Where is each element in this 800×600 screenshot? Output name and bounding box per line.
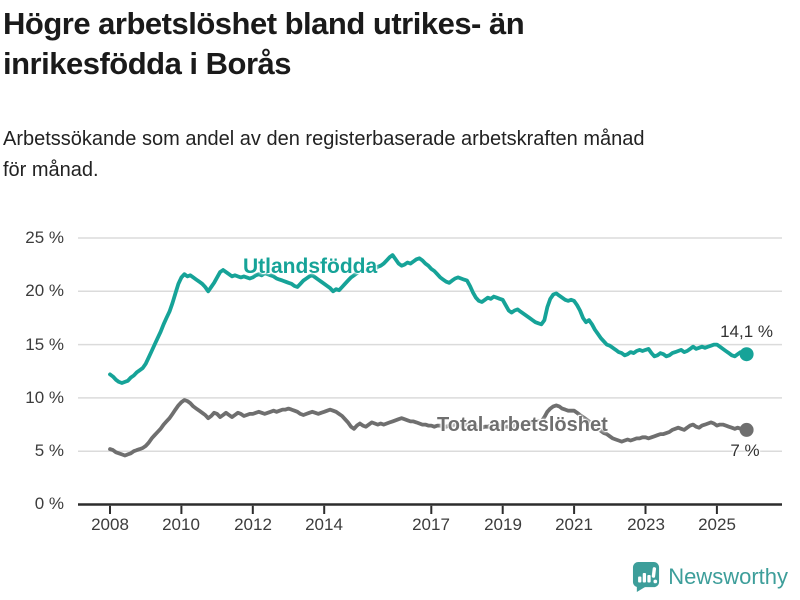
x-axis-label: 2021	[555, 515, 593, 534]
page-title-line-1: Högre arbetslöshet bland utrikes- än	[3, 6, 525, 41]
end-value-label-total: 7 %	[730, 441, 760, 460]
x-axis-label: 2014	[305, 515, 343, 534]
y-axis-label: 10 %	[25, 388, 64, 407]
y-axis-label: 15 %	[25, 335, 64, 354]
end-value-label-foreign-born: 14,1 %	[720, 322, 773, 341]
series-label-total: Total arbetslöshet	[437, 414, 608, 436]
y-axis-label: 20 %	[25, 281, 64, 300]
x-axis-label: 2019	[484, 515, 522, 534]
x-axis-label: 2012	[234, 515, 272, 534]
y-axis-label: 25 %	[25, 228, 64, 247]
x-axis-label: 2025	[698, 515, 736, 534]
chart-subtitle-line-1: Arbetssökande som andel av den registerb…	[3, 128, 645, 150]
page-title-line-2: inrikesfödda i Borås	[3, 46, 292, 81]
newsworthy-wordmark: Newsworthy	[668, 564, 788, 589]
x-axis-label: 2017	[412, 515, 450, 534]
chart-subtitle: Arbetssökande som andel av den registerb…	[3, 124, 743, 186]
x-axis-label: 2010	[162, 515, 200, 534]
newsworthy-logo: Newsworthy	[632, 561, 788, 593]
y-axis-label: 0 %	[34, 494, 64, 513]
x-axis-label: 2008	[91, 515, 129, 534]
page-title: Högre arbetslöshet bland utrikes- än inr…	[3, 4, 763, 84]
chart-subtitle-line-2: för månad.	[3, 159, 99, 181]
newsworthy-icon	[633, 562, 660, 592]
series-label-foreign-born: Utlandsfödda	[243, 255, 378, 278]
y-axis-label: 5 %	[34, 441, 64, 460]
x-axis-label: 2023	[627, 515, 665, 534]
